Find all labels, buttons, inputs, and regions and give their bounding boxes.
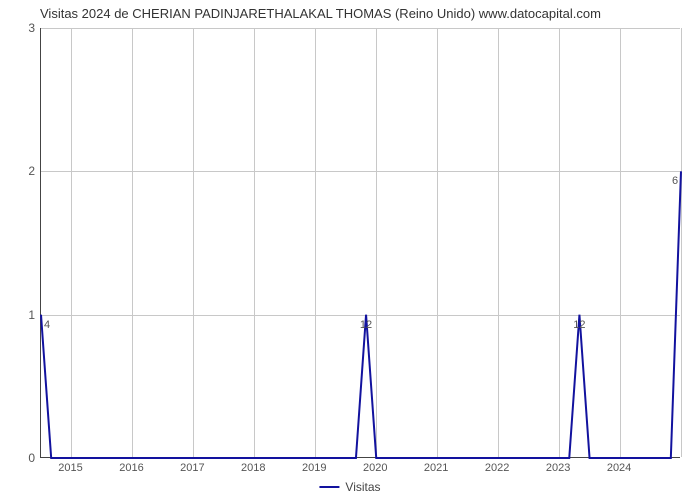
xtick-label: 2019: [302, 462, 326, 474]
legend-label: Visitas: [345, 480, 380, 494]
ytick-label: 0: [5, 451, 35, 465]
legend: Visitas: [319, 480, 380, 494]
ytick-label: 1: [5, 308, 35, 322]
xtick-label: 2021: [424, 462, 448, 474]
ytick-label: 3: [5, 21, 35, 35]
xtick-label: 2018: [241, 462, 265, 474]
data-label: 12: [573, 319, 585, 331]
chart-title: Visitas 2024 de CHERIAN PADINJARETHALAKA…: [40, 6, 601, 21]
xtick-label: 2015: [58, 462, 82, 474]
xtick-label: 2016: [119, 462, 143, 474]
vgrid-line: [681, 28, 682, 457]
xtick-label: 2022: [485, 462, 509, 474]
xtick-label: 2020: [363, 462, 387, 474]
series-svg: [41, 28, 680, 457]
ytick-label: 2: [5, 164, 35, 178]
data-label: 12: [360, 319, 372, 331]
chart-container: Visitas 2024 de CHERIAN PADINJARETHALAKA…: [0, 0, 700, 500]
data-label: 4: [44, 319, 50, 331]
plot-area: 4 12 12 6: [40, 28, 680, 458]
data-label: 6: [672, 175, 678, 187]
xtick-label: 2024: [607, 462, 631, 474]
xtick-label: 2023: [546, 462, 570, 474]
legend-swatch: [319, 486, 339, 488]
series-line: [41, 171, 681, 458]
xtick-label: 2017: [180, 462, 204, 474]
